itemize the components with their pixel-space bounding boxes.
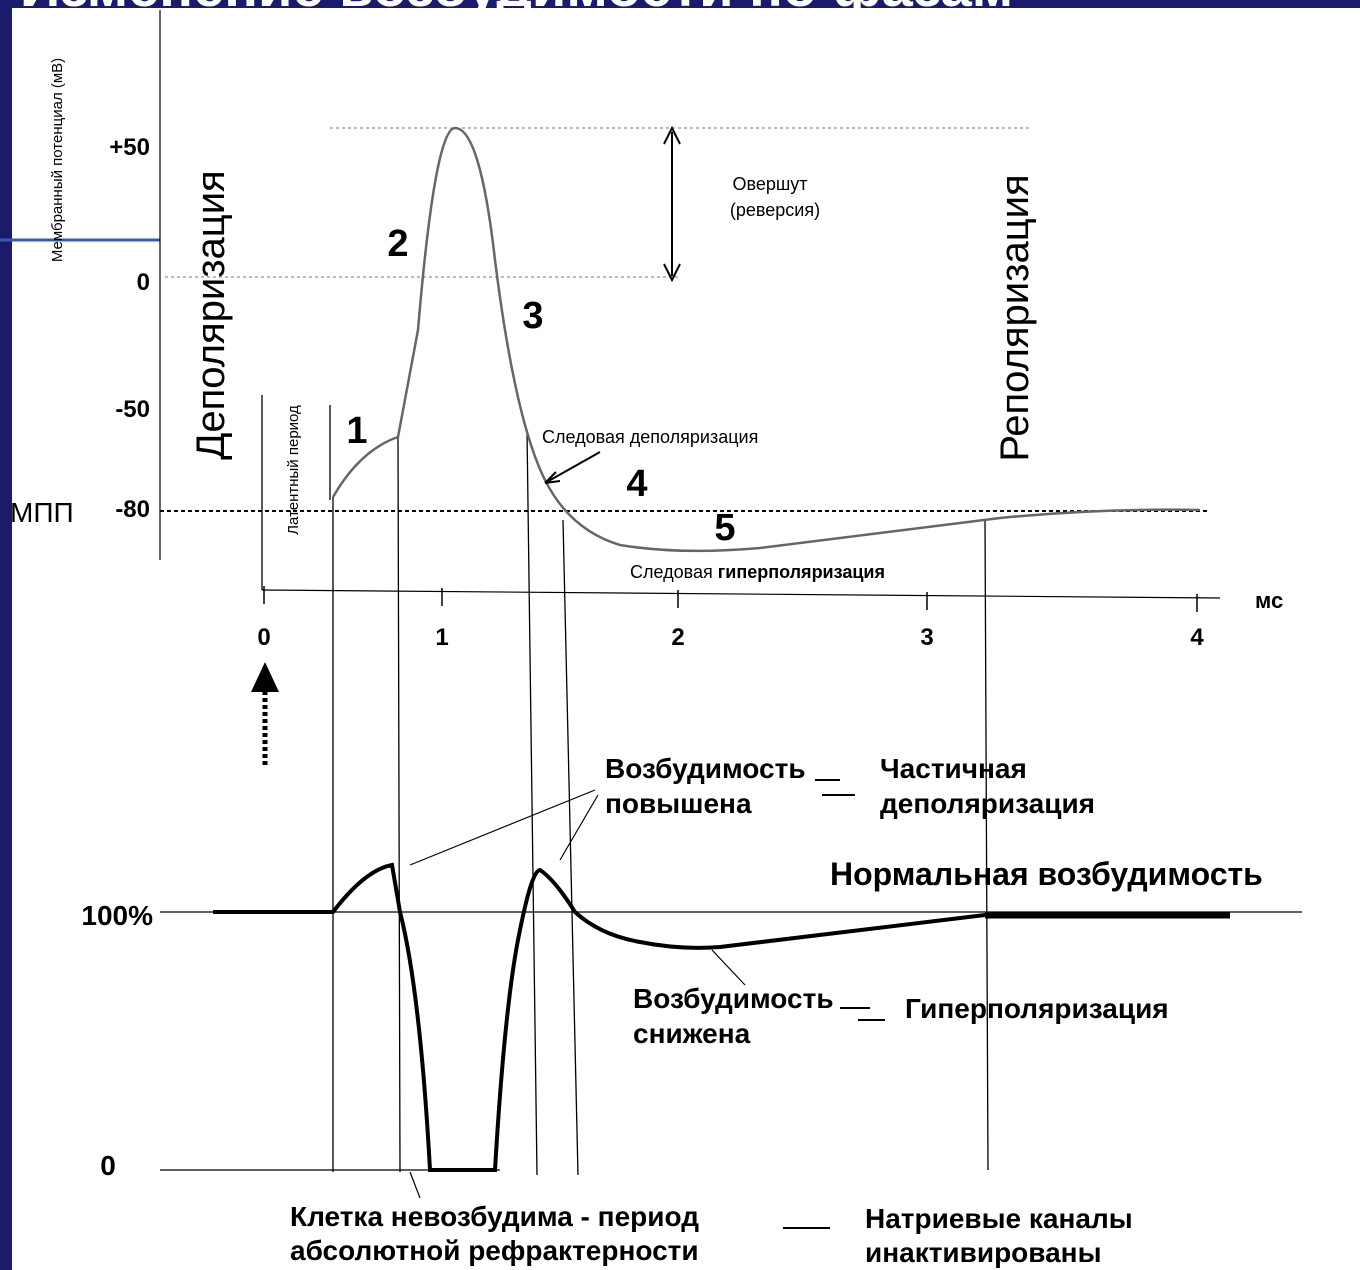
sodium-label: Натриевые каналы (865, 1203, 1133, 1234)
trace-depolarization-label: Следовая деполяризация (542, 427, 758, 447)
refractory-label: Клетка невозбудима - период (290, 1201, 699, 1232)
y-axis-label: Мембранный потенциал (мВ) (49, 58, 66, 262)
y-tick-label: 0 (137, 269, 150, 296)
refractory-pointer (409, 1171, 421, 1199)
phase-number: 1 (346, 410, 367, 452)
increased-pointers (409, 789, 599, 866)
trace-depolarization-arrow (544, 451, 601, 484)
latent-period-label: Латентный период (285, 405, 302, 535)
decreased-label: снижена (633, 1018, 751, 1049)
y-tick-label: +50 (109, 134, 150, 161)
dash (840, 1007, 885, 1021)
depolarization-label: Деполяризация (189, 170, 233, 459)
y-tick-label: -50 (115, 396, 150, 423)
phase-number: 4 (626, 463, 647, 505)
mpp-label: МПП (10, 497, 74, 528)
label-part: Следовая (630, 562, 713, 582)
partial-depolarization-label: Частичная (880, 753, 1027, 784)
stimulus-arrowhead (251, 662, 279, 692)
x-tick-label: 1 (435, 624, 448, 651)
refractory-label: абсолютной рефрактерности (290, 1235, 699, 1266)
phase-number: 2 (387, 223, 408, 265)
diagram-background (12, 8, 1360, 1270)
label-part: гиперполяризация (718, 562, 885, 582)
overshoot-label: (реверсия) (730, 200, 820, 220)
phase-dividers (261, 395, 989, 1176)
y-tick-label: -80 (115, 496, 150, 523)
x-tick-label: 4 (1190, 624, 1204, 651)
excitability-curve (213, 862, 1230, 1172)
x-unit: мс (1255, 588, 1283, 613)
increased-label: повышена (605, 788, 752, 819)
dash (815, 779, 855, 796)
overshoot-label: Овершут (732, 174, 807, 194)
trace-hyperpolarization-label: Следовая гиперполяризация (630, 562, 885, 582)
repolarization-label: Реполяризация (993, 174, 1037, 461)
decreased-pointer (711, 949, 746, 986)
decreased-label: Возбудимость (633, 983, 834, 1014)
x-tick-label: 3 (920, 624, 933, 651)
x-axis (261, 589, 1221, 599)
action-potential-curve (331, 126, 1201, 553)
sodium-label: инактивированы (865, 1237, 1102, 1268)
hyperpolarization-label: Гиперполяризация (905, 993, 1169, 1024)
partial-depolarization-label: деполяризация (880, 788, 1095, 819)
overshoot-arrowheads (663, 125, 681, 283)
x-tick-label: 0 (257, 624, 270, 651)
x-tick-marks (263, 586, 1198, 612)
y-tick-label: 0 (100, 1150, 116, 1181)
phase-number: 5 (714, 507, 735, 549)
x-tick-label: 2 (671, 624, 684, 651)
increased-label: Возбудимость (605, 753, 806, 784)
phase-number: 3 (522, 295, 543, 337)
normal-label: Нормальная возбудимость (830, 856, 1263, 892)
y-tick-label: 100% (81, 900, 153, 931)
